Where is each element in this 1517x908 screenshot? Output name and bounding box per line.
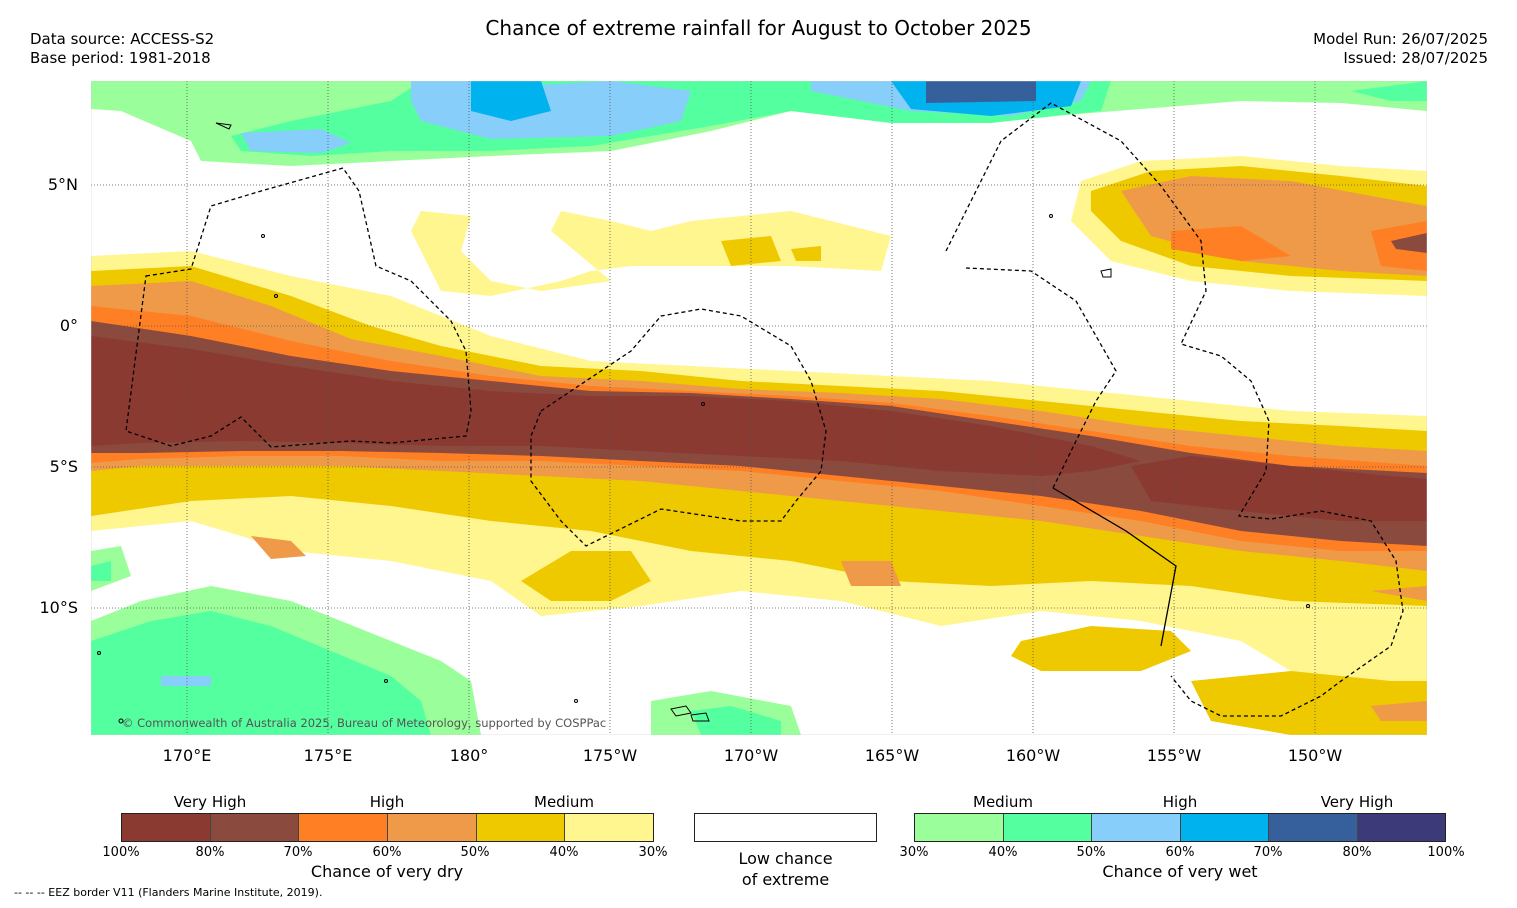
dry-tick: 40% bbox=[549, 845, 579, 860]
low-chance-caption: Low chance of extreme bbox=[694, 848, 877, 890]
islands bbox=[97, 122, 1310, 724]
dry-swatch-80-70 bbox=[210, 814, 300, 841]
dry-legend-caption: Chance of very dry bbox=[310, 862, 464, 881]
dry-band-equatorial bbox=[91, 251, 1427, 721]
lon-label-165w: 165°W bbox=[864, 746, 920, 765]
dry-tick: 30% bbox=[638, 845, 668, 860]
wet-swatch-80-100 bbox=[1357, 814, 1445, 841]
wet-tick: 60% bbox=[1165, 845, 1195, 860]
dry-region-north-east bbox=[1071, 156, 1427, 296]
lon-label-170w: 170°W bbox=[723, 746, 779, 765]
lon-label-180: 180° bbox=[449, 746, 489, 765]
data-source: Data source: ACCESS-S2 bbox=[30, 30, 215, 48]
wet-swatch-50-60 bbox=[1092, 814, 1181, 841]
wet-category-very-high: Very High bbox=[1320, 793, 1394, 811]
low-chance-line1: Low chance bbox=[738, 849, 833, 868]
run-info: Model Run: 26/07/2025 Issued: 28/07/2025 bbox=[1313, 30, 1488, 68]
wet-region-north bbox=[91, 81, 1427, 166]
dry-tick: 50% bbox=[460, 845, 490, 860]
low-chance-swatch bbox=[694, 813, 877, 842]
lon-label-150w: 150°W bbox=[1287, 746, 1343, 765]
wet-category-medium: Medium bbox=[973, 793, 1033, 811]
wet-colorbar bbox=[914, 813, 1446, 842]
wet-swatch-40-50 bbox=[1003, 814, 1092, 841]
lon-label-175e: 175°E bbox=[303, 746, 353, 765]
dry-swatch-50-40 bbox=[476, 814, 566, 841]
dry-tick: 100% bbox=[102, 845, 140, 860]
data-info: Data source: ACCESS-S2 Base period: 1981… bbox=[30, 30, 214, 68]
base-period: Base period: 1981-2018 bbox=[30, 49, 211, 67]
wet-tick: 50% bbox=[1076, 845, 1106, 860]
eez-border-note: -- -- -- EEZ border V11 (Flanders Marine… bbox=[14, 886, 323, 899]
eez-borders bbox=[125, 102, 1404, 717]
wet-category-high: High bbox=[1162, 793, 1198, 811]
dry-category-very-high: Very High bbox=[173, 793, 247, 811]
lat-label-10s: 10°S bbox=[39, 598, 78, 617]
map-title: Chance of extreme rainfall for August to… bbox=[485, 16, 1032, 40]
wet-tick: 80% bbox=[1342, 845, 1372, 860]
dry-tick: 60% bbox=[372, 845, 402, 860]
wet-swatch-60-70 bbox=[1180, 814, 1269, 841]
eez-border-solid bbox=[1052, 487, 1177, 647]
dry-tick: 70% bbox=[283, 845, 313, 860]
model-run: Model Run: 26/07/2025 bbox=[1313, 30, 1488, 48]
issued-date: Issued: 28/07/2025 bbox=[1343, 49, 1488, 67]
wet-tick: 70% bbox=[1253, 845, 1283, 860]
rainfall-map bbox=[91, 81, 1427, 735]
wet-tick: 30% bbox=[899, 845, 929, 860]
dry-category-medium: Medium bbox=[534, 793, 594, 811]
dry-region-central-north bbox=[411, 211, 891, 296]
dry-swatch-40-30 bbox=[565, 814, 654, 841]
lon-label-155w: 155°W bbox=[1146, 746, 1202, 765]
lon-label-170e: 170°E bbox=[162, 746, 212, 765]
lon-label-160w: 160°W bbox=[1005, 746, 1061, 765]
dry-swatch-70-60 bbox=[299, 814, 389, 841]
lon-label-175w: 175°W bbox=[582, 746, 638, 765]
lat-label-0: 0° bbox=[59, 316, 78, 335]
dry-region-south bbox=[521, 551, 1427, 735]
dry-tick: 80% bbox=[195, 845, 225, 860]
graticule bbox=[91, 81, 1427, 735]
dry-swatch-60-50 bbox=[388, 814, 477, 841]
copyright-notice: © Commonwealth of Australia 2025, Bureau… bbox=[122, 716, 607, 730]
wet-tick: 40% bbox=[988, 845, 1018, 860]
wet-tick: 100% bbox=[1427, 845, 1465, 860]
dry-category-high: High bbox=[369, 793, 405, 811]
wet-region-south bbox=[91, 546, 801, 735]
dry-colorbar bbox=[121, 813, 654, 842]
wet-swatch-30-40 bbox=[915, 814, 1004, 841]
dry-swatch-100-80 bbox=[122, 814, 211, 841]
wet-legend-caption: Chance of very wet bbox=[1102, 862, 1258, 881]
lat-label-5n: 5°N bbox=[47, 175, 78, 194]
low-chance-line2: of extreme bbox=[741, 870, 830, 889]
lat-label-5s: 5°S bbox=[49, 457, 78, 476]
wet-swatch-70-80 bbox=[1269, 814, 1358, 841]
